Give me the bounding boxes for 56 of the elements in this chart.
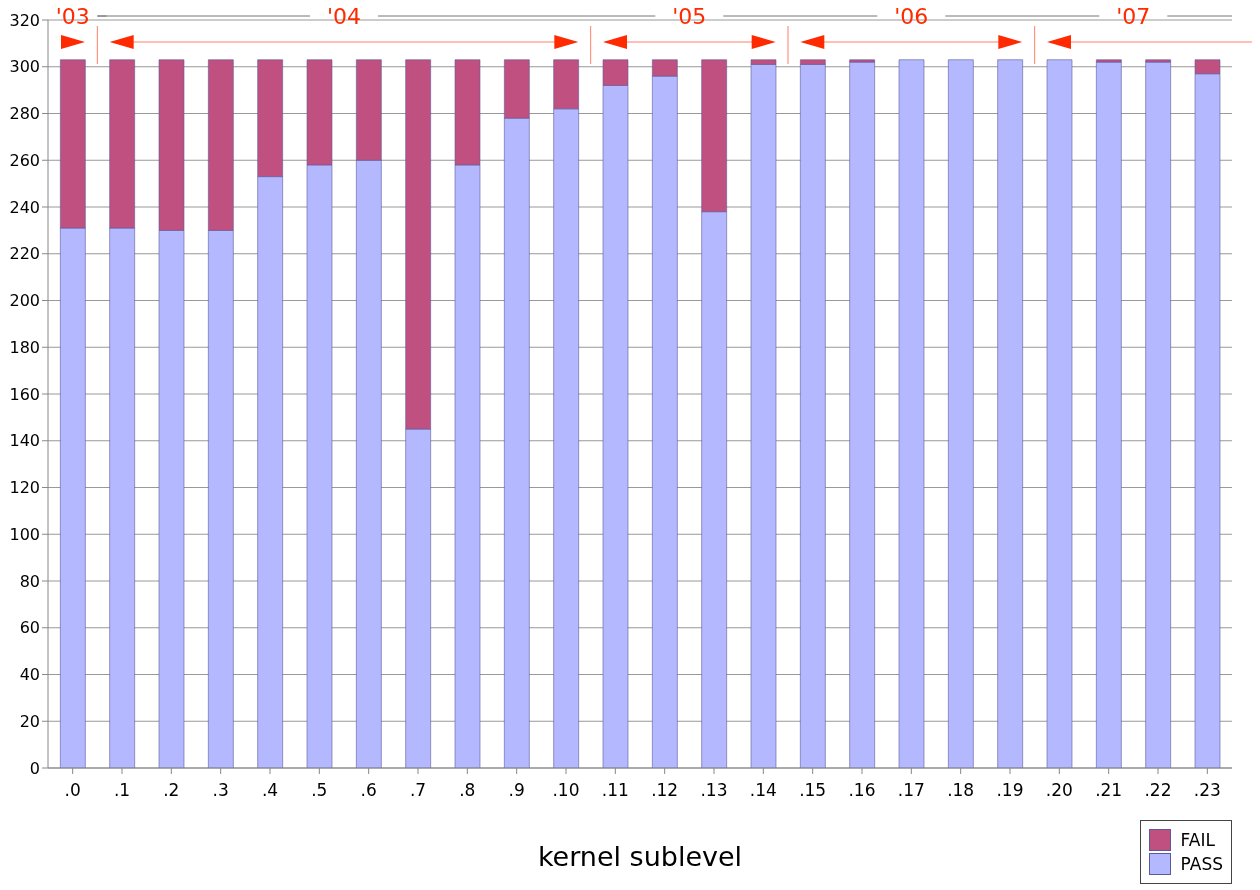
annotation: '03 — [55, 4, 90, 29]
x-tick-label: .6 — [360, 780, 377, 801]
y-tick-label: 60 — [19, 618, 40, 638]
x-tick-label: .5 — [311, 780, 328, 801]
y-tick-label: 80 — [19, 571, 40, 591]
x-tick-label: .9 — [508, 780, 525, 801]
x-tick-label: .4 — [261, 780, 279, 801]
x-axis-title: kernel sublevel — [537, 841, 743, 872]
bar — [898, 59, 925, 768]
annotation: '05 — [672, 4, 707, 29]
bar — [948, 59, 974, 768]
x-tick-label: .12 — [651, 780, 679, 801]
x-tick-label: .16 — [848, 780, 876, 801]
y-tick-label: 120 — [9, 478, 40, 498]
bar — [1145, 61, 1171, 768]
y-tick-label: 40 — [19, 665, 40, 685]
y-tick-label: 320 — [9, 10, 40, 30]
y-tick-label: 0 — [29, 758, 40, 778]
y-tick-label: 20 — [19, 711, 40, 731]
x-tick-label: .7 — [409, 780, 427, 801]
y-tick-label: 300 — [9, 57, 40, 77]
x-tick-label: .13 — [700, 780, 728, 801]
legend-label: PASS — [1180, 854, 1223, 874]
bar — [997, 59, 1023, 768]
x-tick-label: .23 — [1193, 780, 1221, 801]
annotation: '06 — [894, 4, 929, 29]
bar — [849, 61, 875, 768]
x-tick-label: .3 — [212, 780, 229, 801]
y-tick-label: 100 — [9, 524, 40, 544]
x-tick-label: .21 — [1095, 780, 1123, 801]
y-tick-label: 240 — [9, 197, 40, 217]
x-tick-label: .14 — [749, 780, 777, 801]
y-tick-label: 220 — [9, 244, 40, 264]
x-tick-label: .0 — [64, 780, 81, 801]
y-tick-label: 160 — [9, 384, 40, 404]
x-tick-label: .18 — [947, 780, 975, 801]
annotation: '07 — [1116, 4, 1151, 29]
legend-label: FAIL — [1180, 830, 1215, 850]
x-tick-label: .10 — [552, 780, 580, 801]
y-tick-label: 200 — [9, 291, 40, 311]
x-tick-label: .15 — [799, 780, 827, 801]
x-tick-label: .20 — [1045, 780, 1073, 801]
x-tick-label: .1 — [113, 780, 131, 801]
bar — [1096, 61, 1122, 768]
x-tick-label: .11 — [601, 780, 629, 801]
bar — [1046, 59, 1073, 768]
x-tick-label: .22 — [1144, 780, 1172, 801]
annotation: '04 — [326, 4, 362, 29]
y-tick-label: 140 — [9, 431, 40, 451]
x-tick-label: .17 — [897, 780, 925, 801]
x-tick-label: .8 — [459, 780, 476, 801]
x-tick-label: .2 — [163, 780, 180, 801]
y-tick-label: 280 — [9, 104, 40, 124]
y-tick-label: 260 — [9, 150, 40, 170]
y-tick-label: 180 — [9, 337, 40, 357]
x-tick-label: .19 — [996, 780, 1024, 801]
